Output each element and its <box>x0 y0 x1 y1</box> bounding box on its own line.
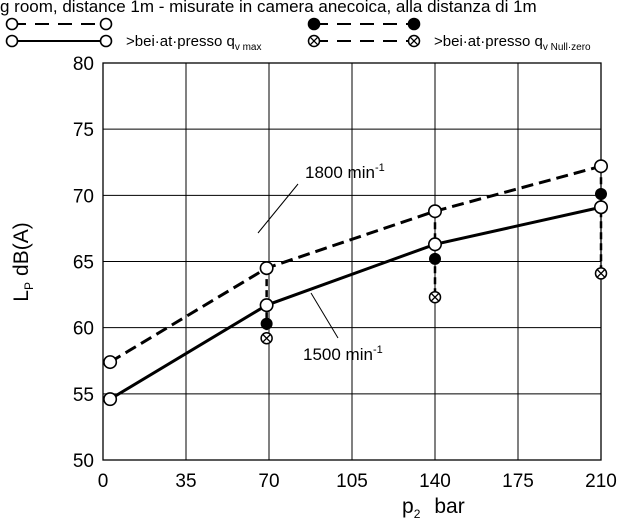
filled-marker <box>595 188 607 201</box>
legend-label-vnull: >bei·at·presso qv Null·zero <box>434 33 591 53</box>
annotation-1800-text: 1800 min <box>305 163 375 182</box>
y-tick-label: 55 <box>73 385 94 406</box>
crossed-marker <box>260 332 273 345</box>
filled-marker <box>260 317 273 330</box>
x-tick-label: 0 <box>98 471 109 492</box>
x-tick-labels: 0 35 70 105 140 175 210 <box>98 471 617 492</box>
legend: >bei·at·presso qv max >bei·at·presso qv … <box>5 17 591 53</box>
open-marker <box>259 261 274 276</box>
legend-item-dashed-open <box>5 17 113 31</box>
legend-label-vmax: >bei·at·presso qv max <box>126 33 261 53</box>
series-line-1500 <box>109 205 602 401</box>
x-tick-label: 210 <box>585 471 617 492</box>
crossed-marker-stroke <box>430 292 440 302</box>
svg-text:1800 min-1: 1800 min-1 <box>305 162 385 182</box>
x-tick-label: 35 <box>175 471 196 492</box>
legend-item-dashed-filled <box>307 17 421 31</box>
annotation-1800-sup: -1 <box>375 162 385 174</box>
annotation-1500: 1500 min-1 <box>303 292 383 364</box>
x-axis-label: p2 bar <box>402 495 465 521</box>
x-axis-label-main: p <box>402 495 414 518</box>
crossed-marker-stroke <box>596 269 606 278</box>
y-tick-label: 80 <box>73 54 94 75</box>
crossed-marker <box>428 290 442 304</box>
annotation-1500-text: 1500 min <box>303 345 373 364</box>
y-tick-label: 65 <box>73 253 94 274</box>
series-line-1800 <box>109 164 602 364</box>
x-axis-label-unit: bar <box>434 495 464 518</box>
open-marker <box>259 298 274 313</box>
header-text: g room, distance 1m - misurate in camera… <box>0 0 537 16</box>
y-axis-label-main: L <box>10 290 33 302</box>
legend-item-solid-open <box>5 34 113 48</box>
crossed-marker <box>407 34 421 48</box>
grid <box>103 63 601 460</box>
crossed-marker-stroke <box>262 333 271 343</box>
legend-label-vnull-text: >bei·at·presso q <box>434 33 543 50</box>
y-tick-label: 70 <box>73 186 94 207</box>
crossed-marker-stroke <box>409 36 419 46</box>
open-marker <box>427 204 442 219</box>
y-axis-label-unit: dB(A) <box>10 222 33 276</box>
crossed-marker <box>594 267 608 280</box>
y-tick-label: 75 <box>73 120 94 141</box>
crossed-marker-stroke <box>309 36 319 46</box>
x-tick-label: 70 <box>258 471 279 492</box>
open-marker <box>593 200 608 215</box>
series-lines <box>109 164 602 401</box>
x-axis-label-sub: 2 <box>414 507 421 521</box>
annotation-1800: 1800 min-1 <box>257 162 385 234</box>
x-tick-label: 105 <box>336 471 368 492</box>
legend-label-vnull-sub: v Null·zero <box>543 42 591 53</box>
crossed-marker <box>307 34 321 48</box>
filled-marker <box>429 252 441 265</box>
open-marker <box>103 355 118 370</box>
y-tick-labels: 50 55 60 65 70 75 80 <box>73 54 94 472</box>
open-marker <box>427 237 442 252</box>
open-marker <box>103 392 118 407</box>
legend-label-vmax-text: >bei·at·presso q <box>126 33 235 50</box>
x-tick-label: 140 <box>419 471 451 492</box>
y-tick-label: 60 <box>73 319 94 340</box>
y-tick-label: 50 <box>73 451 94 472</box>
y-axis-label-sub: P <box>22 282 36 290</box>
x-tick-label: 175 <box>502 471 534 492</box>
y-axis-label: LPdB(A) <box>10 222 36 301</box>
annotation-1500-sup: -1 <box>373 344 383 356</box>
svg-text:1500 min-1: 1500 min-1 <box>303 344 383 364</box>
data-points <box>103 159 608 407</box>
legend-item-dashed-crossed <box>307 34 421 48</box>
open-marker <box>593 159 608 174</box>
legend-label-vmax-sub: v max <box>235 42 262 53</box>
